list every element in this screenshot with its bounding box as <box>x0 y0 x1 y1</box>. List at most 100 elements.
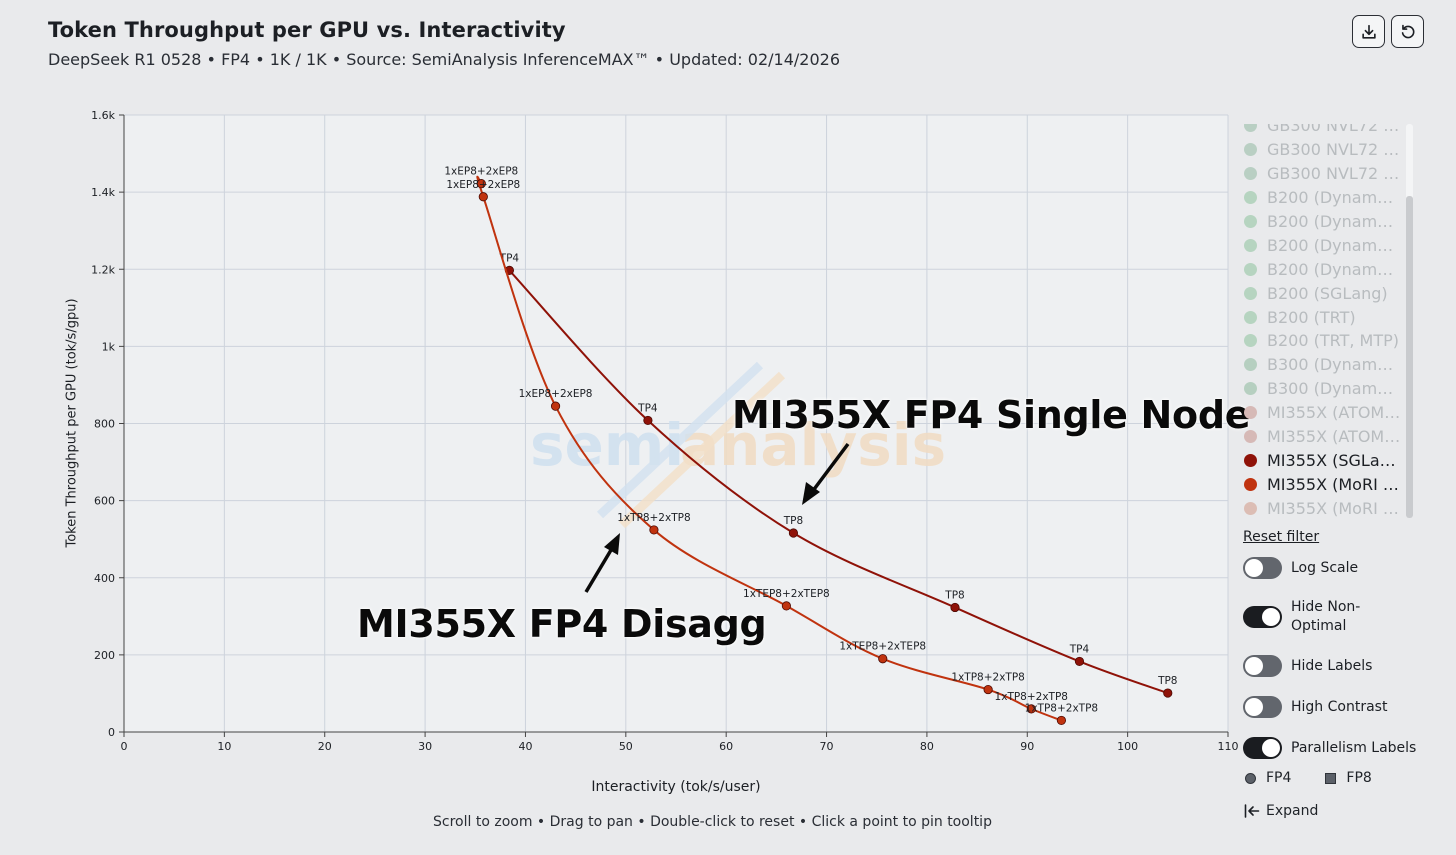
reset-filter-link[interactable]: Reset filter <box>1243 529 1320 545</box>
log-scale-toggle[interactable] <box>1243 557 1282 579</box>
x-tick-label: 20 <box>318 740 332 753</box>
parallelism-labels-toggle-row[interactable]: Parallelism Labels <box>1243 737 1416 759</box>
legend-label: B200 (Dynamo ... <box>1267 259 1401 279</box>
legend-label: B200 (TRT) <box>1267 307 1356 327</box>
y-tick-label: 800 <box>94 418 115 431</box>
data-point[interactable] <box>950 602 960 613</box>
hide-labels-toggle-row[interactable]: Hide Labels <box>1243 655 1372 677</box>
expand-label: Expand <box>1266 803 1319 819</box>
high-contrast-label: High Contrast <box>1291 698 1388 715</box>
data-point[interactable] <box>781 601 792 611</box>
watermark: semi analysis <box>530 361 946 529</box>
log-scale-toggle-row[interactable]: Log Scale <box>1243 557 1358 579</box>
legend-color-dot <box>1244 310 1257 324</box>
legend-item[interactable]: B300 (Dynamo ... <box>1240 377 1402 401</box>
legend-item[interactable]: MI355X (MoRI S... <box>1240 496 1402 518</box>
high-contrast-toggle-row[interactable]: High Contrast <box>1243 696 1387 718</box>
legend-item[interactable]: B300 (Dynamo ... <box>1240 353 1402 377</box>
legend-color-dot <box>1244 286 1257 300</box>
x-tick-label: 100 <box>1117 740 1138 753</box>
legend-item[interactable]: B200 (Dynamo ... <box>1240 257 1402 281</box>
expand-icon <box>1244 804 1260 818</box>
legend-color-dot <box>1244 143 1257 157</box>
data-point[interactable] <box>643 415 653 426</box>
x-tick-label: 40 <box>518 740 532 753</box>
data-point[interactable] <box>1026 704 1036 714</box>
legend-scroll-thumb[interactable] <box>1406 196 1413 518</box>
legend-item[interactable]: MI355X (ATOM, ... <box>1240 401 1402 425</box>
legend-item[interactable]: B200 (Dynamo ... <box>1240 186 1402 210</box>
series-legend[interactable]: GB300 NVL72 (... GB300 NVL72 (... GB300 NV… <box>1240 124 1402 518</box>
annotation-disagg: MI355X FP4 Disagg <box>357 602 767 646</box>
hide-labels-label: Hide Labels <box>1291 657 1373 674</box>
legend-item[interactable]: B200 (TRT) <box>1240 305 1402 329</box>
reset-zoom-button[interactable] <box>1391 15 1424 48</box>
series-1: 1xEP8+2xEP81xEP8+2xEP81xEP8+2xEP81xTP8+2… <box>444 166 1098 726</box>
legend-color-dot <box>1244 501 1257 515</box>
download-button[interactable] <box>1352 15 1385 48</box>
y-tick-label: 1k <box>102 340 116 353</box>
legend-label: B200 (TRT, MTP) <box>1267 331 1399 351</box>
legend-color-dot <box>1244 453 1257 467</box>
legend-label: B200 (Dynamo ... <box>1267 235 1401 255</box>
watermark-semi: semi <box>530 411 684 479</box>
hide-non-optimal-toggle-row[interactable]: Hide Non- Optimal <box>1243 598 1360 636</box>
data-point[interactable] <box>550 401 561 411</box>
point-label: 1xTP8+2xTP8 <box>951 672 1024 684</box>
series-layer: TP4TP4TP8TP8TP4TP81xEP8+2xEP81xEP8+2xEP8… <box>444 166 1178 726</box>
high-contrast-toggle[interactable] <box>1243 696 1282 718</box>
data-point[interactable] <box>878 654 888 664</box>
hide-non-optimal-toggle[interactable] <box>1243 606 1282 628</box>
precision-legend: FP4 FP8 <box>1245 770 1372 786</box>
x-tick-label: 60 <box>719 740 733 753</box>
point-label: 1xTP8+2xTP8 <box>617 512 690 524</box>
data-point[interactable] <box>476 179 486 189</box>
legend-color-dot <box>1244 430 1257 444</box>
legend-color-dot <box>1244 124 1257 133</box>
legend-item[interactable]: GB300 NVL72 (... <box>1240 138 1402 162</box>
legend-color-dot <box>1244 191 1257 205</box>
data-point[interactable] <box>1056 715 1066 726</box>
legend-item[interactable]: B200 (Dynamo ... <box>1240 233 1402 257</box>
x-tick-label: 70 <box>820 740 834 753</box>
data-point[interactable] <box>1074 656 1085 667</box>
watermark-analysis: analysis <box>680 411 946 479</box>
disagg-arrow-shaft <box>584 544 616 593</box>
legend-item[interactable]: MI355X (ATOM, ... <box>1240 425 1402 449</box>
data-point[interactable] <box>478 192 488 202</box>
legend-label: MI355X (ATOM, ... <box>1267 427 1401 447</box>
hide-labels-toggle[interactable] <box>1243 655 1282 677</box>
legend-item[interactable]: B200 (Dynamo ... <box>1240 210 1402 234</box>
fp8-square-icon <box>1325 772 1337 784</box>
legend-item[interactable]: B200 (TRT, MTP) <box>1240 329 1402 353</box>
axes: 0 10 20 30 40 50 60 70 80 90 100 110 0 200 400 600 800 1k… <box>91 109 1238 753</box>
legend-item[interactable]: B200 (SGLang) <box>1240 281 1402 305</box>
point-label: 1xEP8+2xEP8 <box>446 179 520 191</box>
data-point[interactable] <box>983 684 993 695</box>
parallelism-labels-toggle[interactable] <box>1243 737 1282 759</box>
data-point[interactable] <box>1163 688 1173 698</box>
y-tick-label: 600 <box>94 495 115 508</box>
point-label: TP8 <box>783 515 803 527</box>
point-label: TP8 <box>1157 675 1177 687</box>
legend-item[interactable]: GB300 NVL72 (... <box>1240 124 1402 138</box>
legend-scrollbar[interactable] <box>1406 124 1413 518</box>
point-label: TP4 <box>1069 643 1090 655</box>
x-tick-label: 30 <box>418 740 432 753</box>
data-point[interactable] <box>649 525 659 535</box>
legend-label: B200 (SGLang) <box>1267 283 1388 303</box>
legend-label: MI355X (ATOM, ... <box>1267 403 1401 423</box>
expand-button[interactable]: Expand <box>1244 803 1318 819</box>
x-tick-label: 110 <box>1218 740 1239 753</box>
single-node-arrow-shaft <box>810 442 850 494</box>
x-tick-label: 90 <box>1020 740 1034 753</box>
legend-item[interactable]: GB300 NVL72 (... <box>1240 162 1402 186</box>
legend-item[interactable]: MI355X (MoRI S... <box>1240 472 1402 496</box>
legend-item[interactable]: MI355X (SGLang) <box>1240 448 1402 472</box>
chart-subtitle: DeepSeek R1 0528 • FP4 • 1K / 1K • Sourc… <box>48 50 840 69</box>
y-axis-label: Token Throughput per GPU (tok/s/gpu) <box>64 298 80 548</box>
data-point[interactable] <box>788 528 799 538</box>
legend-color-dot <box>1244 382 1257 396</box>
point-label: TP4 <box>637 402 658 414</box>
